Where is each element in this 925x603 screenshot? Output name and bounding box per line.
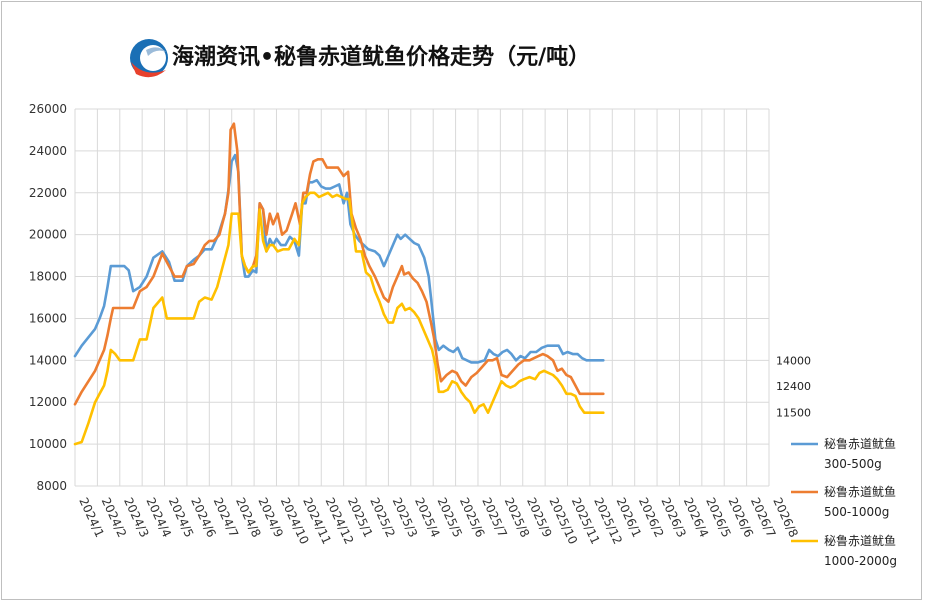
- series-end-label: 11500: [776, 407, 811, 420]
- y-tick-label: 12000: [29, 395, 67, 409]
- chart-title: 海潮资讯•秘鲁赤道鱿鱼价格走势（元/吨）: [172, 44, 590, 70]
- y-tick-label: 14000: [29, 353, 67, 367]
- grid-lines: [74, 108, 770, 487]
- legend-label: 秘鲁赤道鱿鱼: [824, 484, 896, 499]
- series-end-label: 12400: [776, 380, 811, 393]
- logo-wave-red: [131, 62, 166, 78]
- y-tick-label: 24000: [29, 144, 67, 158]
- y-axis: 8000 10000 12000 14000 16000 18000 20000 22000 2…: [29, 102, 67, 493]
- legend-label: 1000-2000g: [824, 554, 897, 568]
- x-axis: 2024/12024/22024/32024/42024/52024/62024…: [76, 495, 801, 546]
- series-end-label: 14000: [776, 354, 811, 367]
- y-tick-label: 22000: [29, 186, 67, 200]
- series-lines: [73, 122, 605, 446]
- y-tick-label: 8000: [36, 479, 67, 493]
- wave-logo: [130, 39, 168, 78]
- y-tick-label: 16000: [29, 311, 67, 325]
- legend-label: 300-500g: [824, 457, 882, 471]
- legend-label: 秘鲁赤道鱿鱼: [824, 533, 896, 548]
- y-tick-label: 18000: [29, 270, 67, 284]
- legend: 秘鲁赤道鱿鱼 300-500g 秘鲁赤道鱿鱼 500-1000g 秘鲁赤道鱿鱼 1000-…: [791, 436, 897, 568]
- legend-label: 秘鲁赤道鱿鱼: [824, 436, 896, 451]
- logo-wave-light: [146, 47, 166, 56]
- series-line: [73, 122, 605, 406]
- series-line: [73, 191, 605, 446]
- series-line: [73, 153, 605, 364]
- end-labels: 14000 12400 11500: [776, 354, 811, 419]
- y-tick-label: 10000: [29, 437, 67, 451]
- y-tick-label: 20000: [29, 228, 67, 242]
- legend-label: 500-1000g: [824, 505, 889, 519]
- y-tick-label: 26000: [29, 102, 67, 116]
